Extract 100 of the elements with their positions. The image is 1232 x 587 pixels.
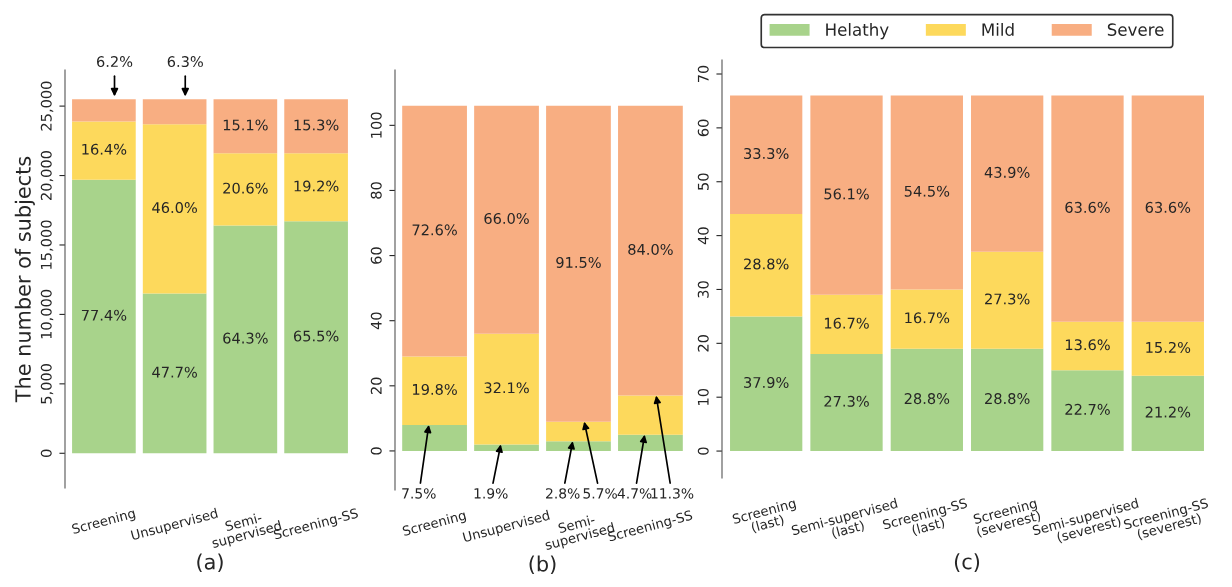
bar [402, 424, 467, 451]
bar [810, 95, 883, 295]
y-tick-label: 15,000 [40, 220, 54, 269]
bar [284, 221, 348, 454]
bar [546, 421, 611, 442]
annotation: 15.1% [223, 119, 268, 131]
y-axis-title: The number of subjects [14, 156, 35, 403]
x-axis-title: (b) [529, 555, 556, 575]
bar [284, 153, 348, 222]
bar [1131, 321, 1204, 376]
annotation: 27.3% [985, 293, 1030, 305]
bar [213, 99, 278, 154]
annotation: 16.7% [905, 312, 950, 324]
legend-label: Severe [1107, 23, 1164, 36]
y-tick-label: 80 [370, 182, 382, 199]
annotation: 6.3% [167, 56, 203, 68]
y-tick-label: 40 [697, 227, 709, 245]
annotation: 6.2% [97, 56, 133, 68]
bar [546, 441, 611, 451]
x-axis-title: (c) [954, 553, 980, 572]
bar [971, 348, 1044, 452]
bar [474, 444, 539, 451]
annotation: 33.3% [744, 148, 789, 160]
bar [1051, 321, 1124, 371]
annotation: 47.7% [152, 366, 197, 378]
bar [284, 99, 348, 154]
annotation: 22.7% [1065, 403, 1110, 415]
annotation: 13.6% [1065, 339, 1110, 351]
legend-label: Helathy [826, 23, 889, 40]
y-tick-label: 70 [697, 65, 709, 83]
bar [142, 293, 207, 454]
annotation: 19.2% [294, 180, 339, 192]
annotation: 72.6% [412, 224, 457, 236]
annotation: 63.6% [1145, 201, 1191, 213]
annotation: 2.8% [546, 488, 580, 499]
annotation: 21.2% [1145, 406, 1191, 418]
y-tick-label: 60 [370, 247, 382, 264]
annotation: 28.8% [904, 393, 950, 405]
bar [474, 333, 539, 445]
y-tick-label: 20 [370, 377, 382, 395]
bar [213, 153, 278, 226]
bar [474, 105, 539, 334]
annotation: 7.5% [402, 488, 436, 499]
annotation: 56.1% [824, 188, 869, 200]
annotation: 20.6% [223, 182, 268, 194]
annotation: 4.7% [617, 488, 652, 499]
bar [618, 434, 683, 451]
annotation: 27.3% [824, 395, 869, 407]
bar [72, 99, 136, 122]
bar [1051, 95, 1124, 322]
y-tick-label: 20,000 [40, 151, 54, 200]
bar [618, 395, 683, 435]
annotation: 28.8% [985, 393, 1030, 405]
bar [142, 124, 207, 294]
annotation: 63.6% [1065, 201, 1110, 213]
bar [890, 95, 963, 290]
y-tick-label: 10,000 [40, 289, 54, 339]
annotation: 19.8% [413, 383, 457, 395]
bar [1131, 95, 1204, 322]
y-tick-label: 40 [370, 312, 382, 330]
bar [890, 289, 963, 349]
annotation: 32.1% [484, 382, 529, 394]
annotation: 84.0% [628, 243, 673, 255]
y-tick-label: 0 [697, 447, 709, 455]
y-tick-label: 10 [697, 388, 709, 405]
bar [1051, 370, 1124, 452]
annotation: 54.5% [904, 185, 950, 197]
annotation: 16.7% [824, 317, 869, 329]
legend-label: Mild [982, 23, 1014, 36]
y-tick-label: 100 [370, 112, 382, 138]
y-tick-label: 5,000 [40, 363, 54, 404]
bar [810, 354, 883, 452]
bar [402, 356, 467, 425]
annotation: 37.9% [744, 376, 789, 388]
annotation: 77.4% [81, 309, 127, 321]
bar [546, 105, 611, 422]
annotation: 66.0% [484, 212, 529, 224]
bar [72, 121, 136, 180]
bar [1131, 375, 1204, 452]
annotation: 46.0% [152, 202, 197, 214]
annotation: 91.5% [556, 256, 601, 268]
annotation: 15.2% [1146, 341, 1191, 353]
bar [810, 294, 883, 355]
annotation: 28.8% [744, 258, 789, 270]
bar [72, 179, 136, 454]
y-tick-label: 30 [697, 281, 709, 298]
bar [730, 214, 803, 317]
annotation: 64.3% [223, 332, 268, 344]
y-tick-label: 60 [697, 119, 709, 137]
bar [618, 105, 683, 396]
bar [213, 225, 278, 454]
annotation: 1.9% [474, 488, 508, 499]
x-axis-title: (a) [197, 553, 223, 573]
bar [402, 105, 467, 357]
y-tick-label: 50 [697, 173, 709, 190]
y-tick-label: 25,000 [40, 81, 54, 131]
y-tick-label: 0 [40, 449, 52, 457]
bar [730, 316, 803, 452]
annotation: 65.5% [293, 330, 339, 342]
y-tick-label: 0 [370, 447, 382, 455]
